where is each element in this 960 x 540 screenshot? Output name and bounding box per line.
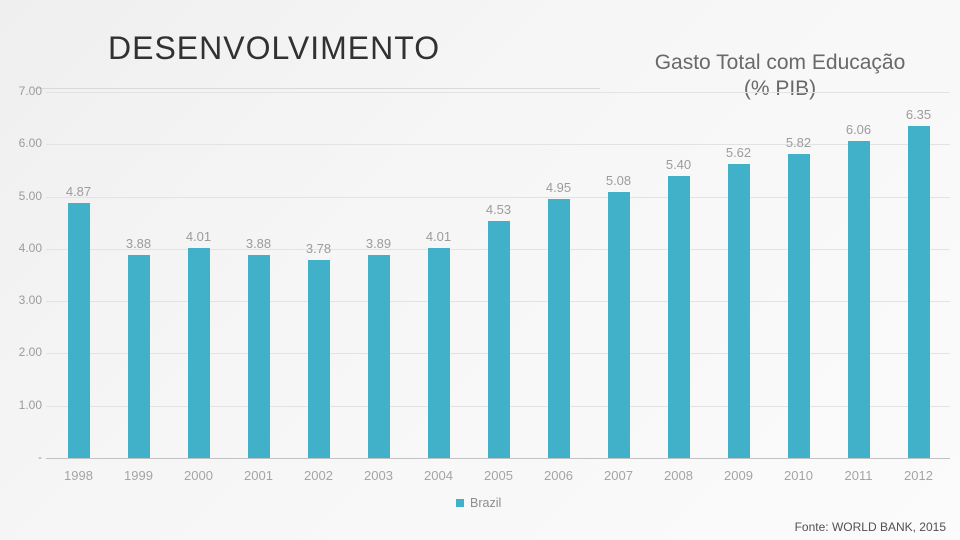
gridline [46, 196, 950, 198]
bar-1999 [127, 255, 150, 458]
chart-legend: Brazil [456, 496, 501, 510]
bar-2007 [607, 192, 630, 458]
title-underline [35, 88, 600, 89]
x-axis-tick-label: 2011 [844, 468, 873, 483]
bar-value-label: 6.35 [905, 106, 932, 122]
legend-swatch-brazil [456, 499, 464, 507]
x-axis-tick-label: 1999 [124, 468, 153, 483]
bar-value-label: 4.53 [485, 202, 512, 218]
x-axis-tick-label: 2007 [604, 468, 633, 483]
chart-title-line2: (% PIB) [743, 77, 817, 101]
bar-value-label: 4.87 [65, 184, 92, 200]
y-axis-tick-label: - [38, 450, 42, 464]
x-axis-tick-label: 2009 [724, 468, 753, 483]
legend-label: Brazil [470, 496, 502, 510]
y-axis-tick-label: 5.00 [18, 188, 42, 203]
x-axis-tick-label: 2008 [664, 468, 693, 483]
chart-title: Gasto Total com Educação (% PIB) [595, 50, 960, 103]
bar-2005 [487, 221, 510, 458]
x-axis-tick-label: 2004 [424, 468, 453, 483]
y-axis-tick-label: 6.00 [18, 136, 42, 151]
y-axis-tick-label: 4.00 [18, 240, 42, 255]
bar-value-label: 3.88 [125, 236, 152, 252]
bar-value-label: 5.82 [785, 134, 812, 150]
bar-2003 [367, 254, 390, 458]
bar-2012 [907, 125, 930, 458]
gridline [46, 92, 950, 93]
bar-2008 [667, 175, 690, 458]
x-axis-tick-label: 2003 [364, 468, 393, 483]
x-axis-tick-label: 2002 [304, 468, 333, 483]
bar-2000 [187, 248, 210, 458]
slide-title: DESENVOLVIMENTO [108, 30, 441, 66]
bar-2009 [727, 164, 750, 458]
x-axis-tick-label: 2010 [784, 468, 813, 483]
x-axis-tick-label: 2000 [184, 468, 213, 483]
bar-2001 [247, 255, 270, 458]
y-axis-tick-label: 2.00 [18, 345, 42, 360]
bar-2010 [787, 153, 810, 458]
y-axis-tick-label: 1.00 [18, 397, 42, 412]
bar-value-label: 3.88 [245, 236, 272, 252]
bar-value-label: 4.01 [425, 229, 452, 245]
bar-value-label: 4.01 [185, 229, 212, 245]
bar-2002 [307, 260, 330, 458]
x-axis-tick-label: 1998 [64, 468, 93, 483]
y-axis-tick-label: 7.00 [18, 84, 42, 98]
gridline [46, 144, 950, 146]
y-axis-tick-label: 3.00 [18, 293, 42, 308]
source-note: Fonte: WORLD BANK, 2015 [794, 520, 946, 534]
x-axis-tick-label: 2012 [904, 468, 933, 483]
chart-title-line1: Gasto Total com Educação [654, 51, 906, 74]
bar-2004 [427, 248, 450, 458]
bar-value-label: 3.78 [305, 241, 332, 257]
gridline [46, 458, 950, 459]
bar-value-label: 5.40 [665, 156, 692, 172]
x-axis-tick-label: 2006 [544, 468, 573, 483]
x-axis-tick-label: 2001 [244, 468, 273, 483]
bar-value-label: 4.95 [545, 180, 572, 196]
bar-2011 [847, 141, 870, 458]
bar-1998 [67, 203, 90, 458]
bar-value-label: 3.89 [365, 235, 392, 251]
bar-value-label: 6.06 [845, 122, 872, 138]
bar-value-label: 5.08 [605, 173, 632, 189]
x-axis-tick-label: 2005 [484, 468, 513, 483]
bar-value-label: 5.62 [725, 145, 752, 161]
bar-2006 [547, 199, 570, 458]
